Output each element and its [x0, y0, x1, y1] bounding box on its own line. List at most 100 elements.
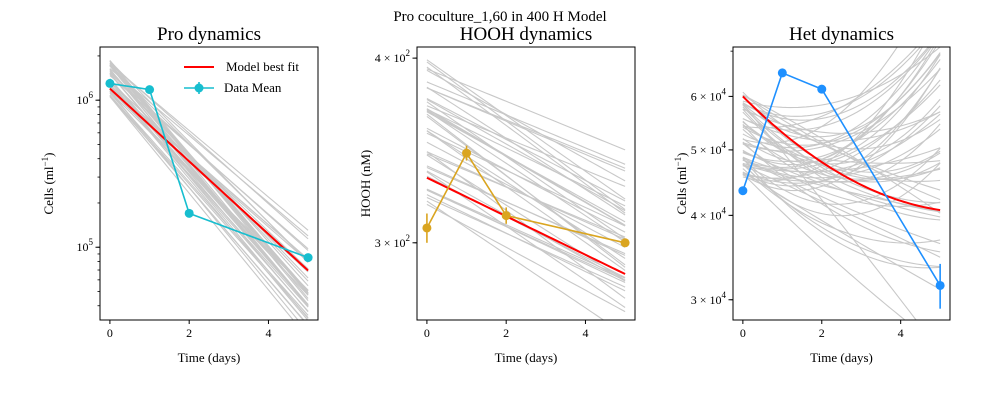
data-mean-point [777, 68, 787, 78]
data-mean-point [738, 186, 748, 196]
best-fit-line [426, 176, 626, 275]
x-tick-label: 2 [819, 326, 825, 340]
data-mean-point [620, 238, 630, 248]
ensemble-line [426, 105, 626, 187]
ensemble-line [426, 68, 626, 151]
ensemble-line [109, 85, 309, 260]
ensemble-line [426, 154, 626, 281]
data-mean-point [422, 223, 432, 233]
x-axis-label: Time (days) [178, 350, 241, 365]
ensemble-line [742, 47, 941, 109]
figure-suptitle: Pro coculture_1,60 in 400 H Model [393, 9, 606, 25]
ensemble-line [109, 60, 309, 294]
ensemble-line [426, 188, 626, 284]
ensemble-line [426, 130, 626, 271]
ensemble-line [426, 200, 605, 320]
ensemble-line [426, 132, 626, 227]
ensemble-line [742, 124, 941, 182]
x-tick-label: 2 [503, 326, 509, 340]
data-mean-point [105, 78, 115, 88]
ensemble-line [426, 203, 626, 313]
y-axis-label: HOOH (nM) [358, 150, 373, 218]
ensemble-line [426, 69, 626, 182]
y-tick-label: 4 × 102 [375, 48, 410, 65]
ensemble-line [742, 165, 941, 258]
data-mean-point [817, 84, 827, 94]
ensemble-line [742, 95, 941, 173]
best-fit-line [109, 87, 309, 272]
data-mean-point [303, 253, 313, 263]
data-mean-point [145, 85, 155, 95]
plot-area [426, 59, 626, 320]
x-tick-label: 0 [107, 326, 113, 340]
panel-hooh-dynamics: 0 2 4 3 × 102 4 × 102 HOOH dynamics Time (days… [358, 24, 636, 365]
y-tick-label: 3 × 102 [375, 233, 410, 250]
panel-het-dynamics: 0 2 4 3 × 104 4 × 104 5 × 104 6 × 104 Het dynam… [673, 24, 951, 365]
x-tick-label: 4 [898, 326, 904, 340]
ensemble-line [426, 86, 626, 216]
ensemble-line [426, 167, 626, 255]
x-tick-label: 4 [582, 326, 588, 340]
ensemble-line [742, 79, 941, 179]
y-axis-label: Cells (ml−1) [40, 153, 56, 215]
y-tick-label: 106 [77, 90, 94, 107]
x-tick-label: 0 [424, 326, 430, 340]
ensemble-line [742, 111, 941, 142]
x-axis-label: Time (days) [495, 350, 558, 365]
ensemble-line [742, 173, 906, 320]
ensemble-line [742, 91, 941, 150]
ensemble-line [426, 130, 626, 259]
ensemble-line [742, 67, 941, 192]
ensemble-line [742, 148, 941, 205]
y-tick-label: 4 × 104 [691, 205, 727, 222]
y-tick-label: 3 × 104 [691, 290, 727, 307]
x-tick-label: 2 [186, 326, 192, 340]
data-mean-line [109, 82, 309, 259]
ensemble-line [742, 47, 930, 121]
y-axis-label: Cells (ml−1) [673, 153, 689, 215]
ensemble-line [742, 105, 941, 184]
panel-title: HOOH dynamics [460, 24, 592, 45]
ensemble-line [426, 59, 626, 200]
data-mean-point [184, 208, 194, 218]
ensemble-line [742, 98, 941, 165]
ensemble-line [426, 81, 626, 165]
ensemble-line [109, 95, 305, 320]
best-fit-line [742, 95, 941, 212]
ensemble-line [742, 143, 941, 207]
panel-pro-dynamics: 0 2 4 105 106 Pro dynamics Time (days) Cells (m… [40, 24, 319, 365]
ensemble-line [426, 197, 626, 288]
ensemble-line [742, 141, 941, 253]
x-tick-label: 4 [265, 326, 271, 340]
panel-title: Het dynamics [789, 24, 894, 45]
ensemble-line [742, 142, 941, 164]
data-mean-line [742, 71, 941, 286]
legend-data-mean-marker [194, 83, 204, 93]
y-tick-label: 5 × 104 [691, 140, 727, 157]
ensemble-line [742, 121, 941, 213]
data-mean-point [462, 148, 472, 158]
ensemble-line [109, 92, 309, 316]
axes-frame [99, 46, 319, 321]
ensemble-line [109, 91, 309, 292]
data-mean-point [935, 280, 945, 290]
y-tick-label: 6 × 104 [691, 86, 727, 103]
legend-best-fit-label: Model best fit [226, 59, 299, 74]
legend: Model best fit Data Mean [184, 59, 299, 95]
ensemble-line [109, 84, 309, 312]
axes-frame [416, 46, 636, 321]
ensemble-line [426, 101, 626, 240]
ensemble-line [426, 98, 626, 202]
ensemble-line [742, 94, 941, 201]
panel-title: Pro dynamics [157, 24, 261, 45]
ensemble-line [742, 151, 941, 218]
ensemble-line [109, 94, 309, 318]
ensemble-line [109, 63, 309, 231]
ensemble-line [742, 54, 941, 163]
ensemble-line [426, 115, 626, 266]
ensemble-line [426, 61, 626, 210]
legend-data-mean-label: Data Mean [224, 80, 282, 95]
ensemble-line [426, 188, 626, 279]
data-mean-point [501, 211, 511, 221]
